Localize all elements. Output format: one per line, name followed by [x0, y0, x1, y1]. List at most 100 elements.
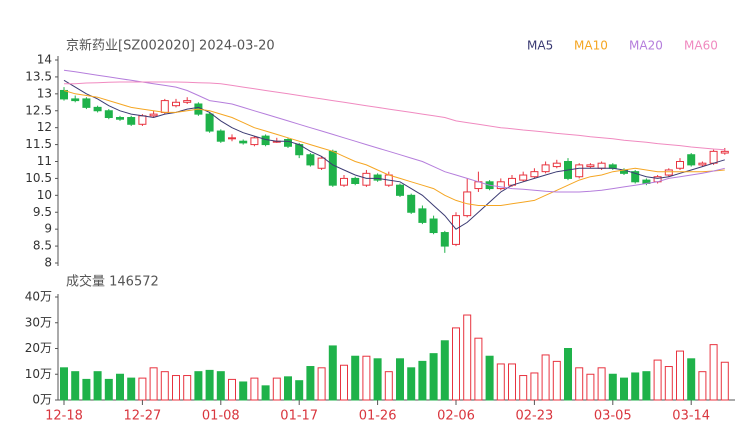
volume-bar — [653, 359, 662, 401]
ma-line — [63, 69, 725, 193]
candle-body — [575, 164, 584, 178]
volume-bar — [384, 371, 393, 401]
y-tick-label: 13.5 — [25, 69, 52, 83]
volume-bar — [608, 373, 617, 401]
candle-body — [519, 174, 528, 181]
candle-body — [586, 164, 595, 168]
volume-bar — [687, 358, 696, 401]
volume-bar — [463, 314, 472, 401]
x-tick-label: 02-06 — [437, 409, 475, 424]
candle-body — [429, 218, 438, 234]
volume-bar — [631, 372, 640, 401]
candle-body — [720, 150, 729, 154]
volume-bar — [317, 367, 326, 401]
y-tick-label: 10万 — [25, 367, 52, 381]
volume-bar — [440, 340, 449, 401]
candle-body — [60, 89, 68, 100]
x-tick-label: 12-27 — [124, 409, 162, 424]
candle-body — [530, 171, 539, 178]
candle-body — [127, 117, 136, 125]
volume-bar — [496, 363, 505, 401]
volume-bar — [272, 377, 281, 401]
candle-body — [340, 177, 348, 186]
volume-bar — [284, 376, 292, 401]
volume-bar — [261, 385, 270, 401]
candle-body — [104, 110, 113, 119]
volume-bar — [452, 327, 460, 401]
volume-bar — [407, 367, 416, 401]
volume-bar — [664, 366, 673, 401]
candle-body — [664, 169, 673, 176]
volume-bar — [127, 377, 136, 401]
volume-bar — [306, 366, 315, 401]
candle-body — [172, 101, 180, 107]
candle-body — [183, 100, 192, 103]
volume-bar — [564, 348, 572, 401]
candle-body — [228, 137, 236, 140]
volume-bar — [541, 354, 550, 401]
candle-body — [597, 162, 606, 169]
ma-line — [64, 81, 725, 151]
y-tick-label: 10 — [37, 188, 52, 202]
volume-bar — [597, 367, 606, 401]
volume-bar — [709, 344, 718, 401]
legend-label: MA60 — [684, 39, 718, 53]
volume-bar — [362, 355, 371, 401]
candle-body — [317, 157, 326, 169]
candle-body — [138, 115, 147, 125]
legend-label: MA10 — [574, 39, 608, 53]
volume-bar — [239, 381, 248, 401]
volume-bar — [508, 363, 516, 401]
candle-body — [351, 177, 360, 184]
volume-bar — [720, 361, 729, 401]
candle-body — [284, 139, 292, 147]
volume-bar — [172, 375, 180, 401]
volume-bar — [429, 353, 438, 401]
candle-body — [205, 113, 214, 132]
candle-body — [407, 194, 416, 213]
volume-bar — [530, 372, 539, 401]
volume-bar — [228, 378, 236, 401]
volume-bar — [474, 337, 483, 401]
volume-bar — [194, 371, 203, 401]
candle-body — [93, 106, 102, 112]
volume-bar — [60, 367, 68, 401]
y-tick-label: 0万 — [32, 393, 52, 407]
ma-line — [63, 90, 725, 206]
y-tick-label: 11 — [37, 154, 52, 168]
candle-body — [709, 150, 718, 164]
y-tick-label: 12.5 — [25, 103, 52, 117]
x-tick-label: 12-18 — [45, 409, 83, 424]
volume-bar — [485, 355, 494, 401]
volume-bar — [138, 377, 147, 401]
candle-body — [216, 130, 225, 142]
volume-title: 成交量 146572 — [66, 274, 159, 290]
candle-body — [149, 113, 158, 117]
y-tick-label: 10.5 — [25, 171, 52, 185]
volume-bar — [586, 373, 595, 401]
candle-body — [541, 164, 550, 173]
volume-bar — [418, 360, 427, 401]
candle-body — [396, 184, 404, 196]
candle-body — [328, 150, 337, 186]
y-tick-label: 9 — [44, 222, 52, 236]
volume-bar — [183, 375, 192, 401]
volume-bar — [71, 371, 80, 401]
y-tick-label: 8.5 — [33, 239, 52, 253]
volume-bar — [340, 364, 348, 401]
y-tick-label: 14 — [37, 53, 52, 67]
candle-body — [116, 117, 124, 120]
y-tick-label: 11.5 — [25, 137, 52, 151]
candle-body — [440, 232, 449, 247]
volume-bar — [205, 369, 214, 401]
candle-body — [676, 161, 684, 169]
volume-bar — [328, 345, 337, 401]
x-tick-label: 01-26 — [359, 409, 397, 424]
x-tick-label: 02-23 — [516, 409, 554, 424]
y-tick-label: 30万 — [25, 315, 52, 329]
y-tick-label: 8 — [44, 256, 52, 270]
x-tick-label: 03-05 — [594, 409, 632, 424]
candle-body — [687, 154, 696, 166]
candle-body — [71, 98, 80, 102]
candle-body — [373, 174, 382, 181]
